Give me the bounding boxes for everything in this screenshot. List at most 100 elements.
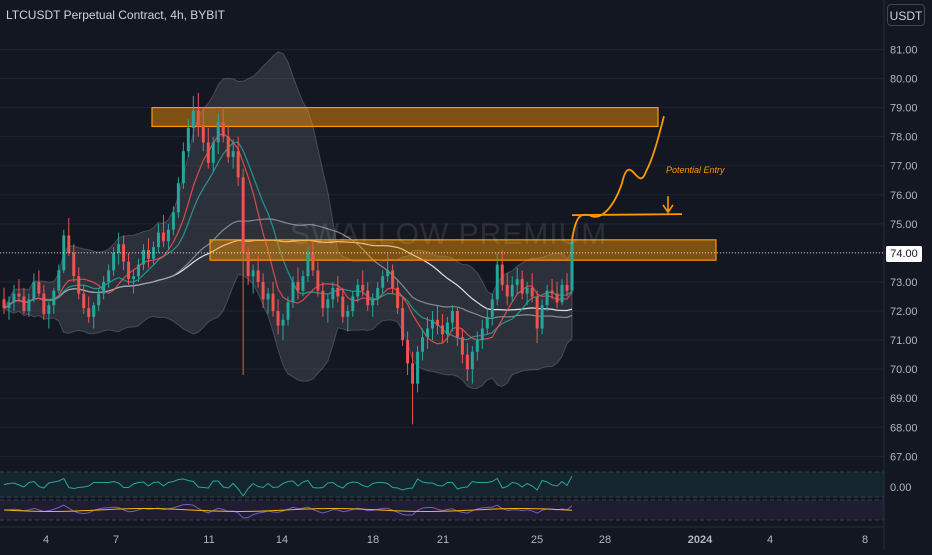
candle-body (7, 302, 11, 309)
candle-body (540, 305, 544, 329)
chart-title: LTCUSDT Perpetual Contract, 4h, BYBIT (6, 8, 225, 22)
candle-body (460, 337, 464, 355)
candle-body (102, 281, 106, 294)
candle-body (226, 136, 230, 157)
candle-body (216, 122, 220, 143)
y-tick-label: 67.00 (890, 451, 918, 463)
y-tick-label: 71.00 (890, 335, 918, 347)
candle-body (570, 241, 574, 291)
candle-body (406, 340, 410, 364)
candle-body (57, 270, 61, 291)
candle-body (440, 325, 444, 335)
candle-body (117, 244, 121, 253)
candle-body (241, 177, 245, 253)
candle-body (236, 151, 240, 178)
current-price-tag: 74.00 (886, 246, 922, 262)
candle-body (166, 229, 170, 242)
candle-body (376, 287, 380, 300)
watermark: SWALLOW PREMIUM (290, 218, 608, 251)
candle-body (565, 284, 569, 291)
candle-body (435, 319, 439, 326)
y-tick-label: 68.00 (890, 422, 918, 434)
candle-body (386, 270, 390, 277)
candle-body (32, 281, 36, 300)
candle-body (470, 351, 474, 370)
candle-body (421, 337, 425, 352)
candle-body (137, 264, 141, 277)
candle-body (132, 276, 136, 280)
candle-body (196, 110, 200, 126)
x-tick-label: 21 (437, 534, 449, 546)
candle-body (52, 290, 56, 306)
candle-body (211, 142, 215, 163)
candle-body (286, 302, 290, 320)
oscillator-1-line (3, 475, 573, 497)
candle-body (97, 293, 101, 306)
candle-body (181, 151, 185, 184)
candle-body (366, 290, 370, 306)
candle-body (112, 252, 116, 271)
y-tick-label: 69.00 (890, 393, 918, 405)
candle-body (371, 299, 375, 306)
oscillator-value: 0.00 (890, 482, 912, 494)
x-tick-label: 18 (367, 534, 379, 546)
candle-body (311, 252, 315, 271)
candle-body (416, 351, 420, 384)
candle-body (381, 276, 385, 288)
x-tick-label: 11 (203, 534, 214, 546)
currency-button[interactable]: USDT (887, 4, 925, 26)
candle-body (146, 250, 150, 259)
candle-body (176, 183, 180, 213)
candle-body (510, 284, 514, 297)
y-tick-label: 76.00 (890, 190, 918, 202)
candle-body (281, 319, 285, 326)
y-tick-label: 73.00 (890, 277, 918, 289)
x-tick-label: 4 (43, 534, 49, 546)
candle-body (430, 319, 434, 329)
y-tick-label: 78.00 (890, 132, 918, 144)
breakout-zone (209, 239, 717, 261)
candle-body (201, 125, 205, 143)
candle-body (2, 299, 6, 309)
candle-body (490, 299, 494, 317)
candle-body (316, 270, 320, 291)
candle-body (171, 212, 175, 230)
y-tick-label: 81.00 (890, 44, 918, 56)
candle-body (231, 151, 235, 157)
y-tick-label: 70.00 (890, 364, 918, 376)
candle-body (127, 261, 131, 280)
candle-body (107, 270, 111, 282)
y-tick-label: 79.00 (890, 103, 918, 115)
x-tick-label: 4 (767, 534, 773, 546)
candle-body (206, 142, 210, 163)
candle-body (426, 328, 430, 338)
candle-body (555, 293, 559, 303)
candle-body (17, 293, 21, 297)
candle-body (445, 322, 449, 335)
candle-body (485, 316, 489, 329)
candle-body (47, 305, 51, 314)
candle-body (191, 110, 195, 128)
candle-body (77, 276, 81, 294)
candle-body (525, 287, 529, 294)
candle-body (520, 279, 524, 294)
candle-body (87, 308, 91, 317)
candle-body (37, 281, 41, 294)
candle-body (346, 311, 350, 317)
candle-body (266, 293, 270, 300)
y-tick-label: 77.00 (890, 161, 918, 173)
x-tick-label: 8 (862, 534, 868, 546)
candle-body (500, 264, 504, 285)
candle-body (246, 252, 250, 277)
y-tick-label: 72.00 (890, 306, 918, 318)
candle-body (251, 270, 255, 277)
candle-body (12, 293, 16, 303)
candle-body (495, 264, 499, 300)
x-tick-label: 14 (276, 534, 288, 546)
candle-body (221, 122, 225, 137)
candle-body (505, 284, 509, 297)
x-tick-label: 25 (531, 534, 543, 546)
candle-body (161, 232, 165, 242)
